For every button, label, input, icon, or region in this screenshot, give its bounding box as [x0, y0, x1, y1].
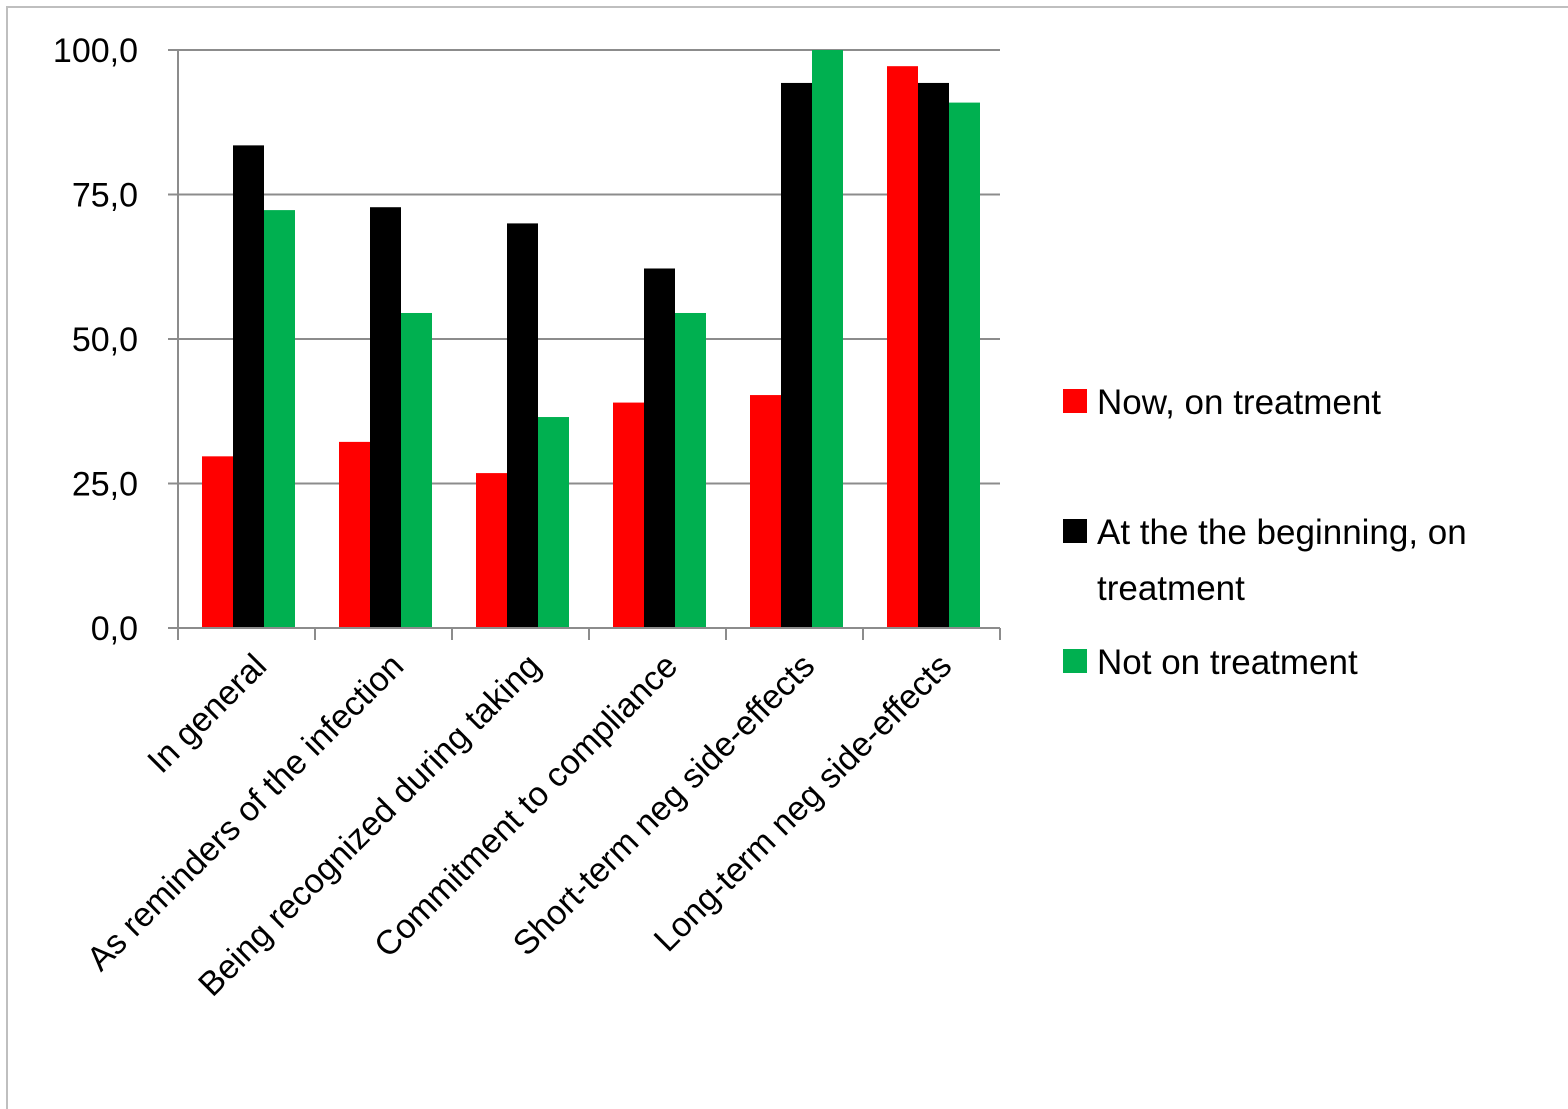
y-axis-tick-labels: 0,0 25,0 50,0 75,0 100,0: [53, 32, 138, 648]
bars: [202, 50, 980, 629]
bar: [339, 441, 370, 628]
legend-label: Now, on treatment: [1097, 383, 1381, 422]
y-tick-label: 50,0: [72, 321, 138, 359]
y-tick-label: 100,0: [53, 32, 138, 70]
axes: [168, 49, 1001, 640]
bar: [887, 66, 918, 628]
x-category-label: Long-term neg side-effects: [647, 647, 959, 959]
bar: [613, 402, 644, 628]
bar: [264, 210, 295, 628]
bar: [202, 456, 233, 628]
gridlines: [178, 49, 1000, 485]
legend-label: treatment: [1097, 569, 1245, 608]
bar: [476, 473, 507, 628]
x-category-label: In general: [140, 647, 274, 781]
y-tick-label: 0,0: [91, 610, 138, 648]
bar: [233, 145, 264, 628]
legend-label: Not on treatment: [1097, 643, 1358, 682]
bar: [812, 50, 843, 628]
y-tick-label: 75,0: [72, 177, 138, 215]
legend-swatch: [1063, 389, 1087, 413]
y-tick-label: 25,0: [72, 466, 138, 504]
legend: Now, on treatment At the the beginning, o…: [1063, 383, 1467, 682]
legend-swatch: [1063, 519, 1087, 543]
legend-label: At the the beginning, on: [1097, 513, 1467, 552]
bar: [918, 82, 949, 629]
bar: [370, 207, 401, 628]
bar: [507, 223, 538, 628]
bar: [538, 417, 569, 628]
bar: [644, 268, 675, 628]
bar: [781, 82, 812, 629]
bar: [750, 395, 781, 628]
bar: [675, 312, 706, 628]
bar: [949, 102, 980, 628]
legend-swatch: [1063, 649, 1087, 673]
bar: [401, 312, 432, 628]
